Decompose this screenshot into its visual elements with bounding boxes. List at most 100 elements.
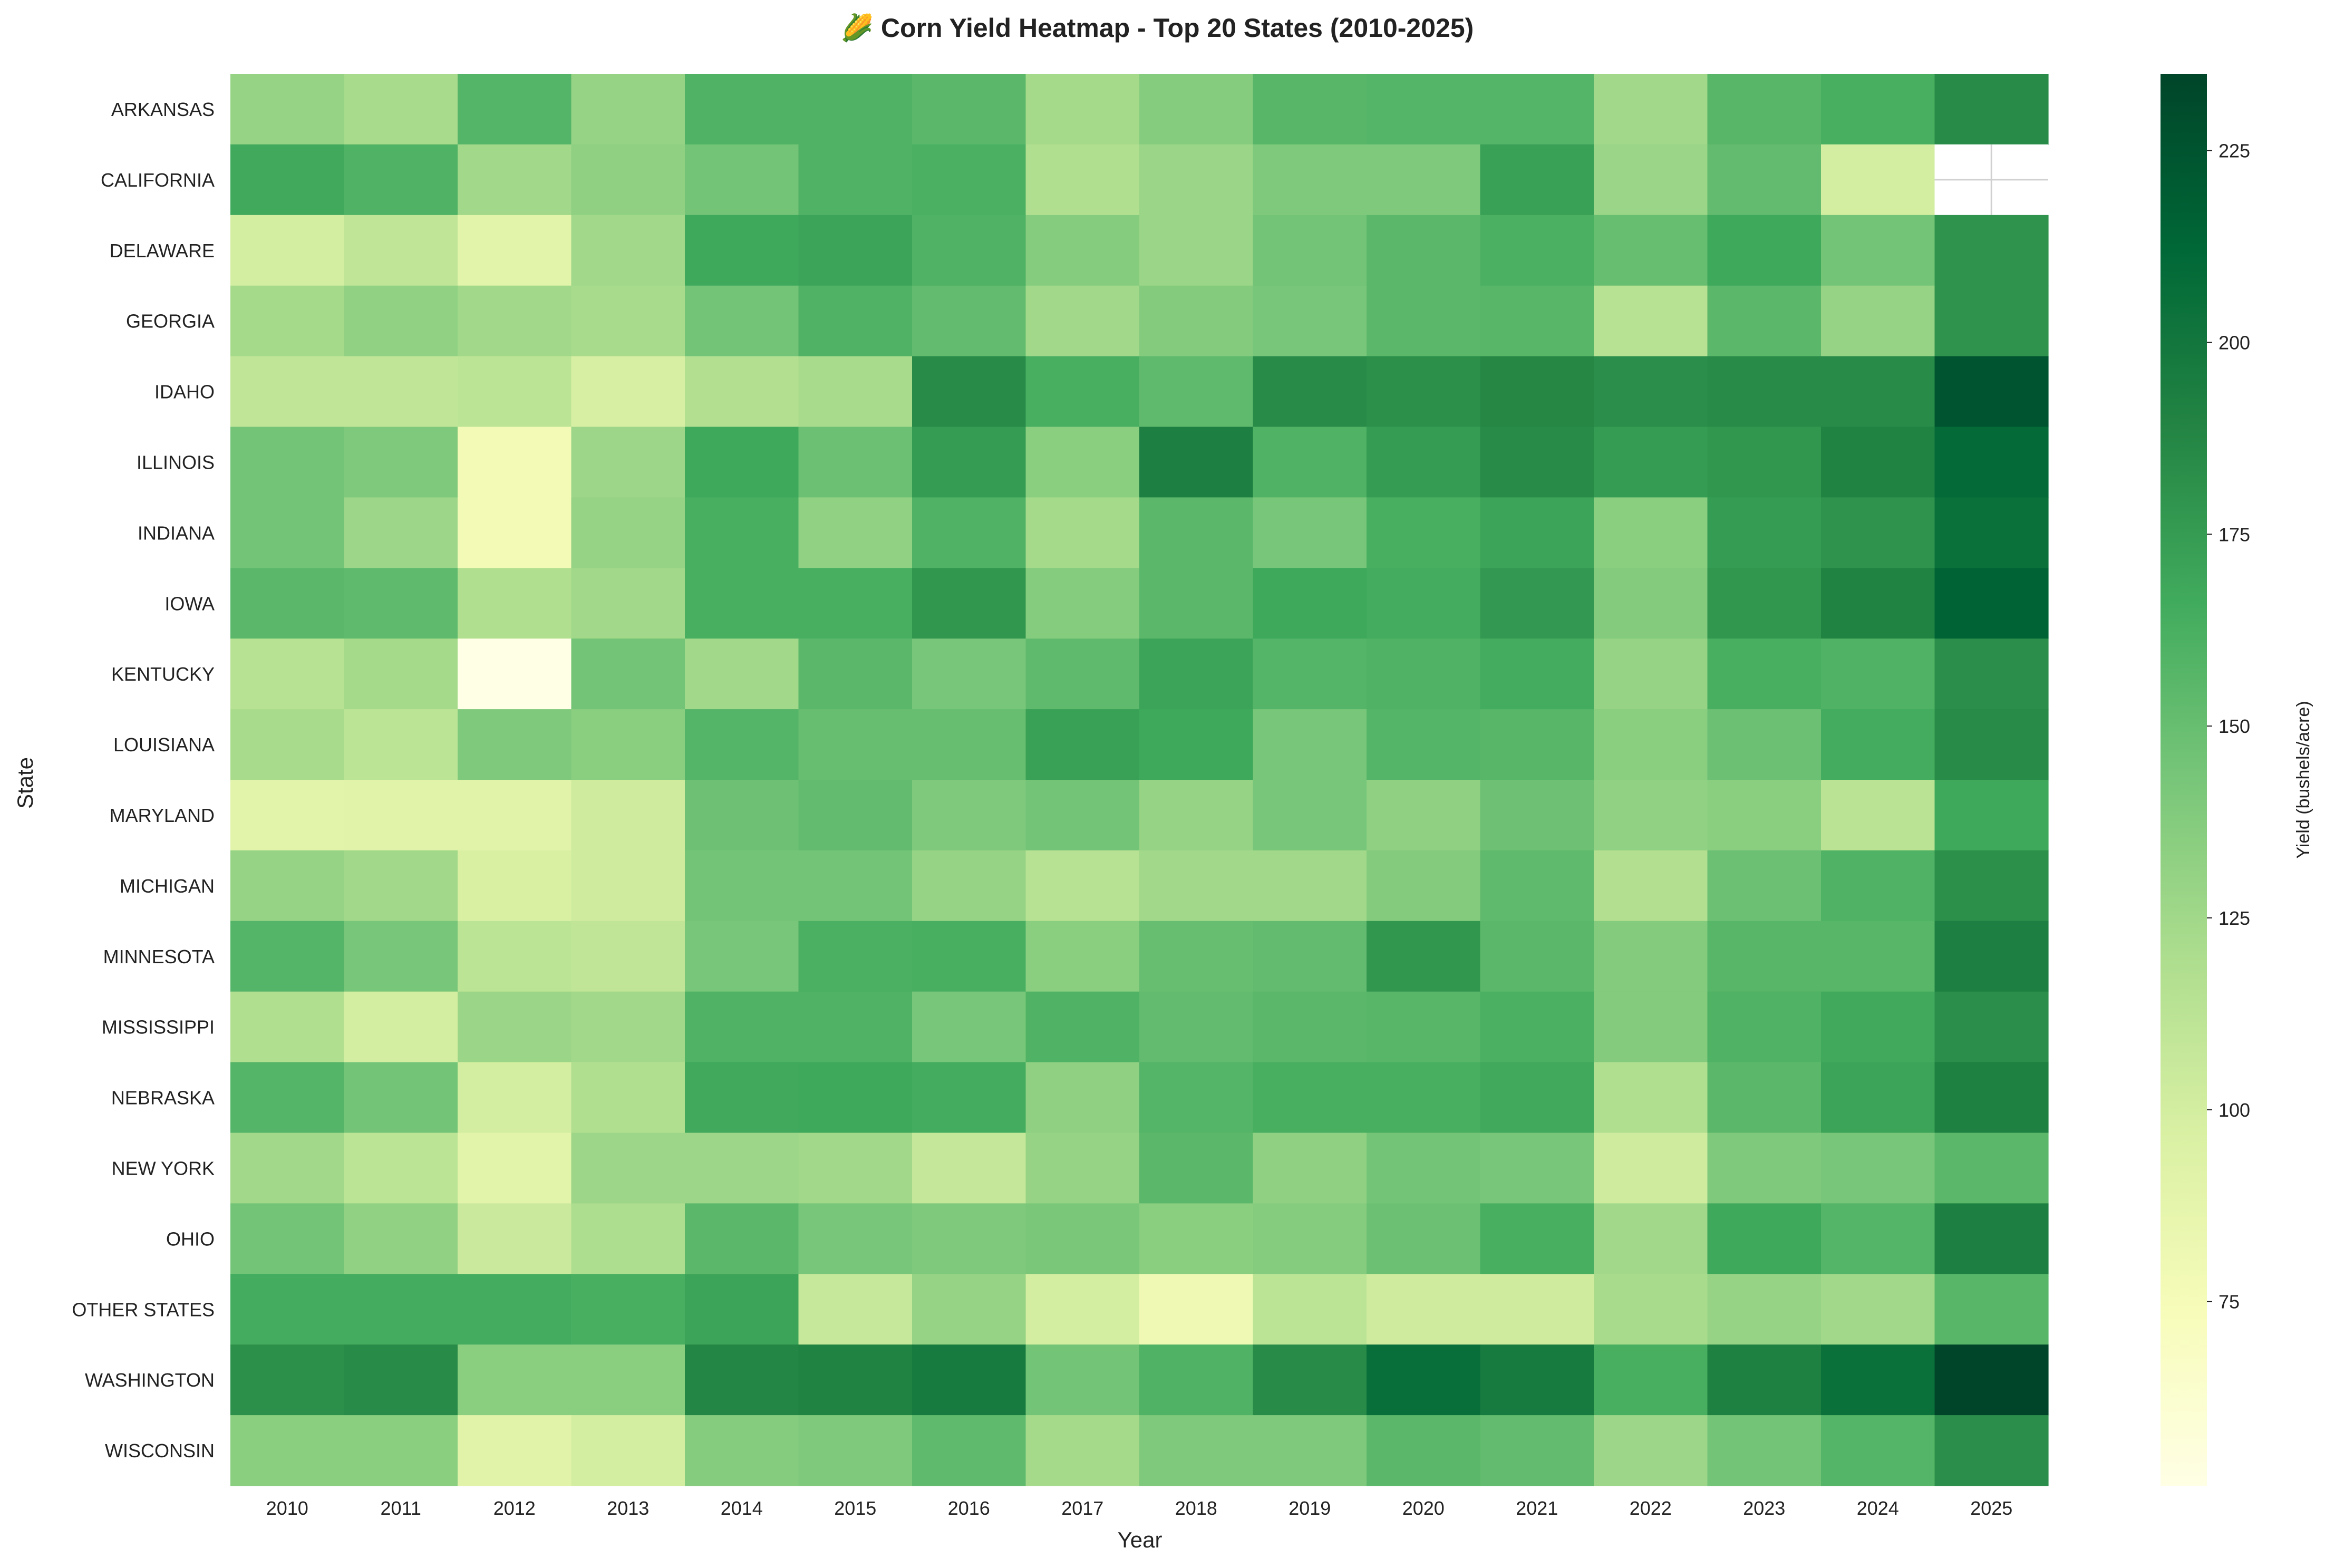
heatmap-cell bbox=[458, 215, 572, 286]
heatmap-cell bbox=[1821, 215, 1935, 286]
heatmap-cell bbox=[1594, 921, 1708, 992]
heatmap-cell bbox=[571, 709, 685, 780]
heatmap-cell bbox=[1253, 427, 1367, 498]
heatmap-cell bbox=[1934, 215, 2049, 286]
state-tick-label: MINNESOTA bbox=[103, 946, 215, 967]
state-tick-label: DELAWARE bbox=[110, 240, 215, 262]
heatmap-cell bbox=[571, 921, 685, 992]
heatmap-cell bbox=[685, 1133, 799, 1204]
heatmap-cell bbox=[1139, 568, 1254, 639]
colorbar-tick-label: 125 bbox=[2219, 907, 2250, 929]
heatmap-cell bbox=[1594, 497, 1708, 568]
heatmap-cell bbox=[1821, 568, 1935, 639]
heatmap-cell bbox=[1934, 74, 2049, 145]
heatmap-cell bbox=[685, 1062, 799, 1134]
heatmap-cell bbox=[1139, 1062, 1254, 1134]
heatmap-cell bbox=[344, 215, 458, 286]
heatmap-cell bbox=[1594, 709, 1708, 780]
heatmap-cell bbox=[344, 1274, 458, 1345]
heatmap-cell bbox=[685, 427, 799, 498]
state-tick-label: LOUISIANA bbox=[113, 734, 215, 756]
heatmap-cell bbox=[458, 356, 572, 428]
heatmap-cell bbox=[230, 1133, 345, 1204]
heatmap-cell bbox=[1480, 921, 1594, 992]
state-tick-label: MICHIGAN bbox=[120, 875, 215, 897]
heatmap-cell bbox=[344, 144, 458, 216]
heatmap-cell bbox=[1707, 74, 1822, 145]
year-tick-label: 2016 bbox=[948, 1497, 990, 1519]
heatmap-cell bbox=[1025, 568, 1140, 639]
heatmap-cell bbox=[1253, 1415, 1367, 1486]
heatmap-cell bbox=[798, 427, 913, 498]
chart-title: 🌽 Corn Yield Heatmap - Top 20 States (20… bbox=[841, 12, 1474, 43]
heatmap-cell bbox=[1934, 1274, 2049, 1345]
heatmap-cell bbox=[798, 285, 913, 357]
heatmap-cell bbox=[344, 1203, 458, 1274]
heatmap-cell bbox=[912, 1274, 1026, 1345]
heatmap-cell bbox=[1480, 74, 1594, 145]
heatmap-cell bbox=[571, 638, 685, 710]
heatmap-cell bbox=[458, 921, 572, 992]
heatmap-cell bbox=[1934, 568, 2049, 639]
heatmap-cell bbox=[1480, 991, 1594, 1063]
heatmap-cell bbox=[1367, 74, 1481, 145]
heatmap-cell bbox=[1367, 1415, 1481, 1486]
heatmap-cell bbox=[1025, 1274, 1140, 1345]
heatmap-cell bbox=[571, 991, 685, 1063]
heatmap-cell bbox=[1367, 568, 1481, 639]
heatmap-cell bbox=[1253, 1062, 1367, 1134]
heatmap-cell bbox=[230, 638, 345, 710]
heatmap-cell bbox=[1707, 921, 1822, 992]
heatmap-cell bbox=[1934, 427, 2049, 498]
heatmap-cell bbox=[1139, 74, 1254, 145]
heatmap-cell bbox=[1139, 1203, 1254, 1274]
heatmap-cell bbox=[685, 74, 799, 145]
heatmap-cell bbox=[344, 497, 458, 568]
heatmap-cell bbox=[1139, 850, 1254, 922]
heatmap-cell bbox=[571, 1062, 685, 1134]
year-tick-label: 2020 bbox=[1402, 1497, 1445, 1519]
heatmap-cell bbox=[1707, 568, 1822, 639]
heatmap-cell bbox=[1367, 921, 1481, 992]
heatmap-cell bbox=[1934, 1062, 2049, 1134]
heatmap-cell bbox=[1594, 568, 1708, 639]
heatmap-cell bbox=[230, 215, 345, 286]
heatmap-cell bbox=[1480, 497, 1594, 568]
heatmap-cell bbox=[344, 74, 458, 145]
heatmap-cell bbox=[1934, 709, 2049, 780]
heatmap-cell bbox=[230, 427, 345, 498]
heatmap-cell bbox=[1253, 215, 1367, 286]
heatmap-cell bbox=[1139, 427, 1254, 498]
heatmap-cell bbox=[685, 709, 799, 780]
heatmap-cell bbox=[571, 850, 685, 922]
year-tick-label: 2010 bbox=[266, 1497, 308, 1519]
heatmap-cell bbox=[458, 1062, 572, 1134]
heatmap-cell bbox=[1253, 356, 1367, 428]
state-tick-label: IOWA bbox=[164, 593, 215, 614]
heatmap-cell bbox=[1707, 144, 1822, 216]
heatmap-cell bbox=[912, 1344, 1026, 1416]
heatmap-cell bbox=[230, 1062, 345, 1134]
heatmap-cell bbox=[1367, 638, 1481, 710]
heatmap-cell bbox=[1707, 1274, 1822, 1345]
heatmap-cell bbox=[912, 356, 1026, 428]
heatmap-cell bbox=[685, 1415, 799, 1486]
heatmap-cell bbox=[912, 921, 1026, 992]
heatmap-cell bbox=[1594, 1274, 1708, 1345]
heatmap-cell bbox=[798, 497, 913, 568]
heatmap-cell bbox=[1253, 1203, 1367, 1274]
state-tick-label: INDIANA bbox=[138, 522, 215, 544]
heatmap-cell bbox=[344, 991, 458, 1063]
heatmap-cell bbox=[1025, 1203, 1140, 1274]
heatmap-cell bbox=[1821, 74, 1935, 145]
heatmap-cell bbox=[1025, 144, 1140, 216]
heatmap-cell bbox=[1253, 74, 1367, 145]
heatmap-cell bbox=[1253, 709, 1367, 780]
state-tick-label: MISSISSIPPI bbox=[102, 1017, 215, 1038]
heatmap-cell bbox=[1139, 285, 1254, 357]
heatmap-cell bbox=[230, 991, 345, 1063]
state-tick-label: NEBRASKA bbox=[111, 1087, 215, 1109]
heatmap-cell bbox=[912, 638, 1026, 710]
state-tick-label: ARKANSAS bbox=[111, 99, 215, 120]
